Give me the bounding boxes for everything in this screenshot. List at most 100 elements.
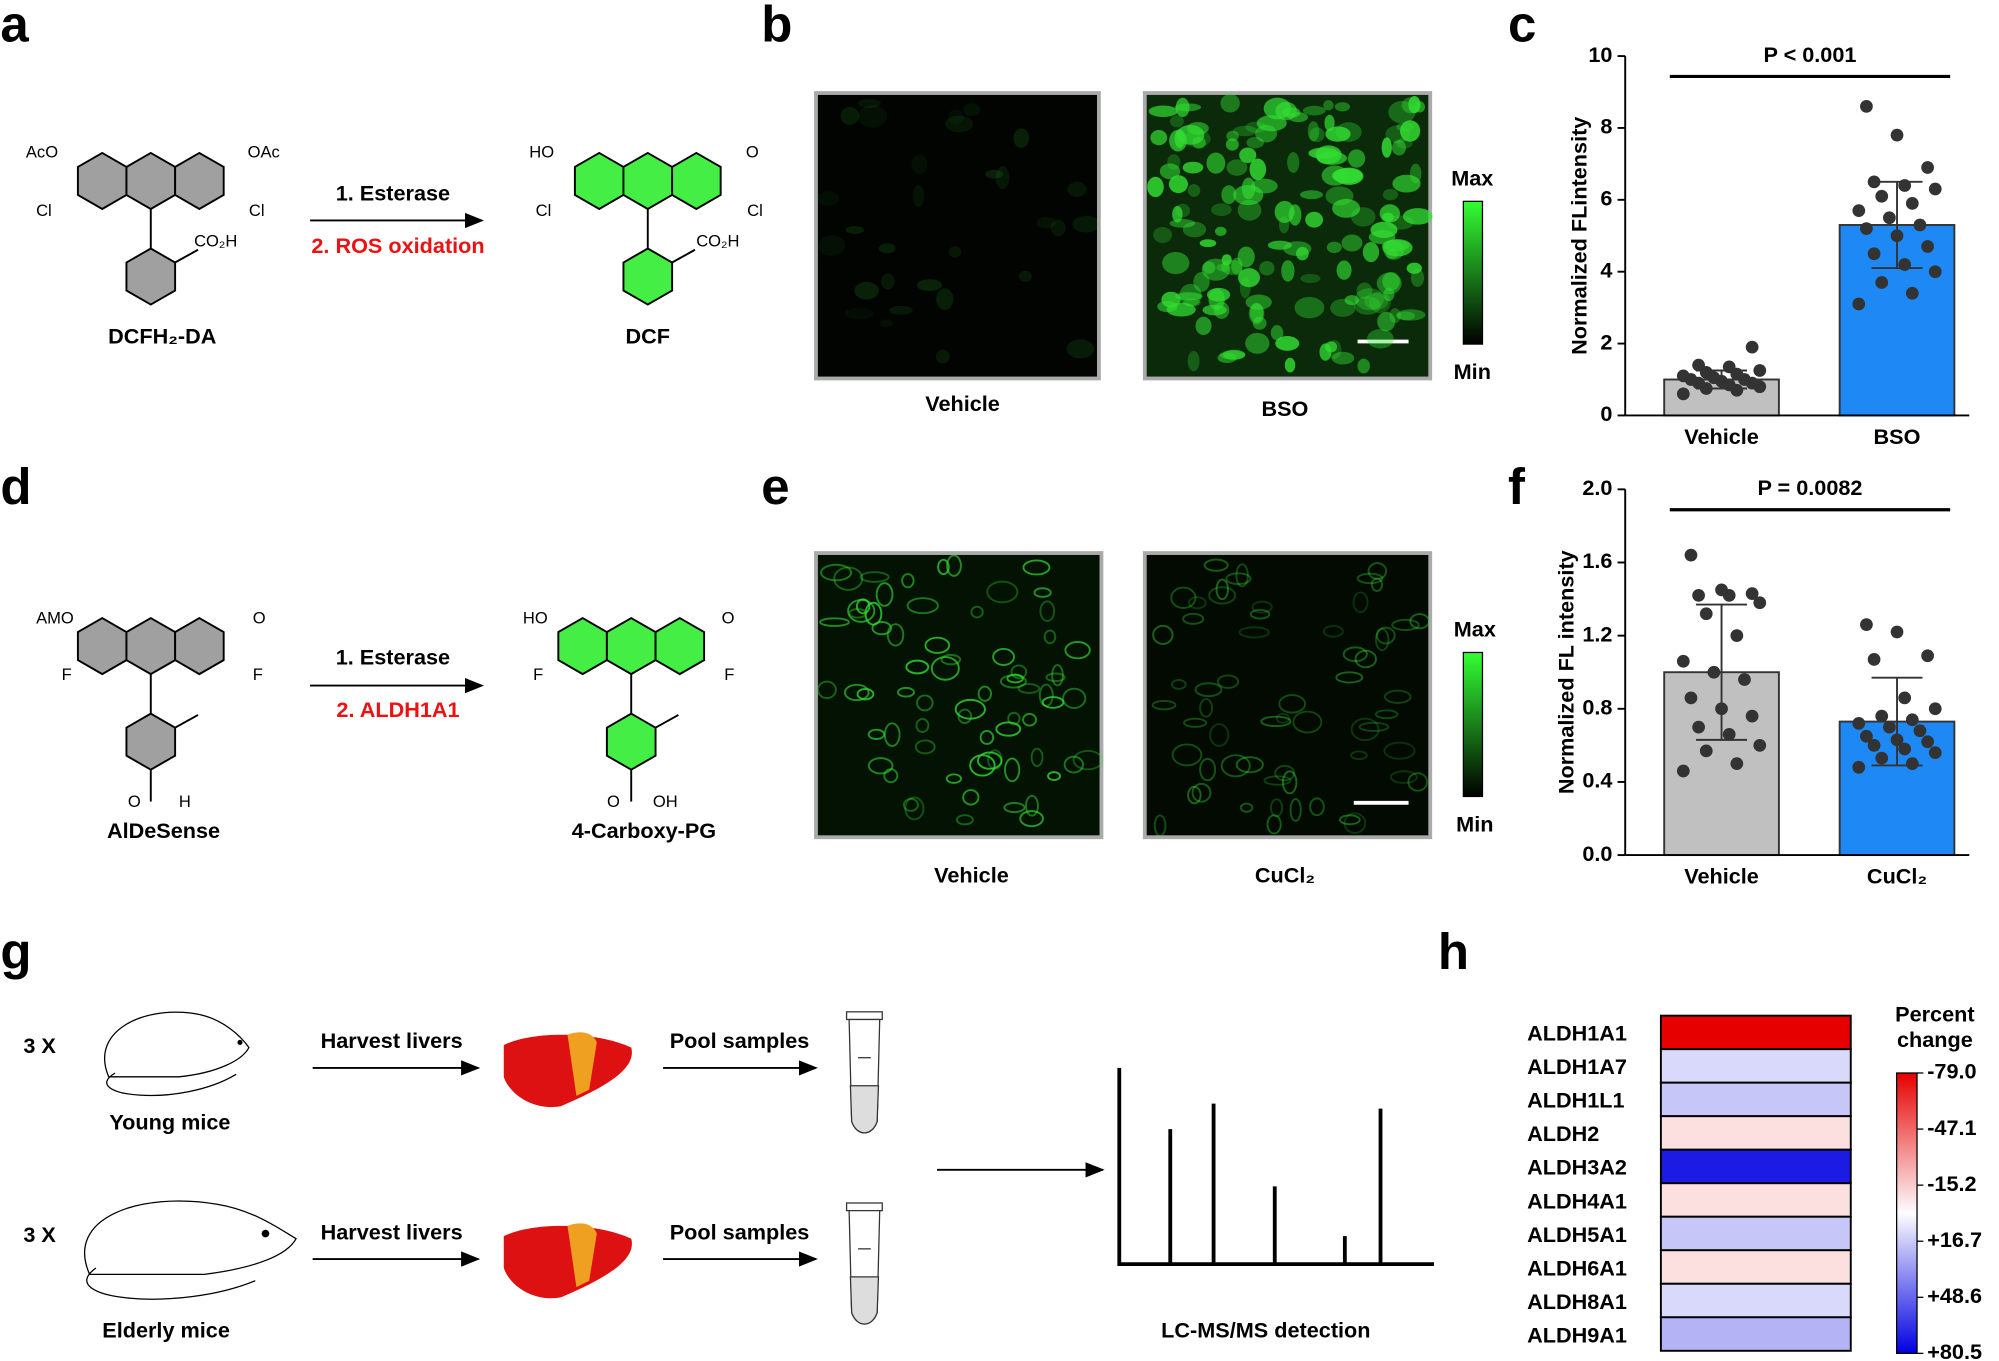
data-point (1860, 618, 1873, 632)
cell (1194, 682, 1223, 698)
cell (1010, 664, 1028, 680)
cell (1305, 211, 1324, 228)
cell (1182, 221, 1207, 238)
cell (902, 797, 919, 812)
cell (977, 685, 993, 702)
cell (1182, 612, 1205, 625)
panel-letter: f (1508, 458, 1526, 515)
cell (1019, 810, 1044, 828)
cell (1220, 754, 1251, 778)
cell (1187, 350, 1200, 372)
workflow: 3 X Young mice Harvest livers Pool sampl… (23, 1011, 1435, 1342)
tube (845, 1202, 883, 1325)
cell (1072, 215, 1101, 233)
cell (1367, 329, 1394, 349)
y-tick-label: 1.6 (1582, 548, 1612, 573)
cell (1281, 260, 1295, 282)
spectrum-peaks (1168, 1103, 1383, 1265)
cell (886, 623, 905, 647)
scale-label: Max (1451, 165, 1493, 190)
cell (1382, 188, 1399, 201)
atom-label: F (533, 665, 543, 684)
reaction: AMO O F F O H AlDeSense 1. Esterase 2. A… (36, 609, 735, 843)
cell (1364, 292, 1389, 310)
cell (1375, 626, 1396, 645)
panel-letter: h (1438, 923, 1469, 980)
cell (1199, 698, 1214, 718)
ring (605, 616, 657, 676)
cell (1358, 721, 1390, 732)
cell (1367, 562, 1388, 580)
cell (1157, 300, 1178, 313)
cell (1039, 600, 1056, 622)
data-point (1745, 340, 1759, 354)
cell (833, 566, 864, 591)
cell (1033, 587, 1052, 598)
cell (1343, 812, 1367, 834)
reaction-step: 1. Esterase (336, 181, 450, 206)
y-axis-label: Normalized FL intensity (1554, 550, 1579, 794)
cell (878, 243, 896, 254)
cell (1275, 336, 1300, 351)
cell (1383, 287, 1395, 302)
cell (1401, 97, 1421, 114)
data-point (1692, 589, 1705, 602)
cell (1221, 185, 1237, 205)
cell (1302, 105, 1326, 116)
atom-label: O (746, 142, 759, 161)
cell (1235, 756, 1264, 774)
data-point (1715, 702, 1728, 716)
cell (1389, 770, 1418, 784)
cell (1184, 129, 1211, 148)
cell (977, 751, 1003, 770)
color-tick-label: -79.0 (1927, 1059, 1976, 1084)
heatmap-cell (1659, 1148, 1852, 1185)
bond (671, 248, 696, 264)
cell (1322, 625, 1344, 638)
data-point (1860, 100, 1873, 113)
data-point (1890, 128, 1904, 142)
cell (1239, 147, 1257, 163)
cell (1382, 212, 1394, 222)
row-label: ALDH6A1 (1527, 1255, 1627, 1280)
color-tick-label: -15.2 (1927, 1171, 1976, 1196)
cell (854, 281, 879, 300)
cell (1066, 339, 1095, 359)
cell (1409, 163, 1422, 184)
liver (503, 1223, 632, 1299)
data-point (1905, 757, 1919, 771)
data-point (1928, 702, 1942, 716)
cell (1274, 200, 1295, 224)
cell (1072, 750, 1104, 771)
y-tick-label: 8 (1600, 114, 1612, 139)
cell (1007, 711, 1021, 726)
data-point (1867, 175, 1881, 189)
data-point (1883, 720, 1896, 734)
data-point (1852, 760, 1866, 774)
step-label: Pool samples (670, 1219, 810, 1244)
data-point (1684, 548, 1698, 562)
data-point (1676, 764, 1690, 778)
ring (622, 247, 674, 306)
atom-label: F (724, 665, 734, 684)
cell (1362, 241, 1380, 263)
row-label: ALDH1A1 (1527, 1021, 1627, 1046)
row-label: ALDH8A1 (1527, 1289, 1627, 1314)
ring (605, 712, 657, 771)
cell (1147, 176, 1164, 198)
cell (1238, 626, 1270, 639)
cell (1299, 190, 1323, 200)
cell (1162, 251, 1190, 275)
cell (1239, 802, 1254, 813)
data-point (1738, 673, 1751, 686)
cell (857, 105, 888, 128)
cell (875, 582, 894, 607)
ring (654, 616, 706, 676)
mouse-drawing (83, 1200, 297, 1300)
data-point (1867, 247, 1881, 261)
cell (1248, 303, 1265, 325)
ring (174, 616, 225, 676)
data-point (1692, 358, 1705, 372)
cell (1167, 154, 1181, 170)
cell (1025, 794, 1039, 817)
